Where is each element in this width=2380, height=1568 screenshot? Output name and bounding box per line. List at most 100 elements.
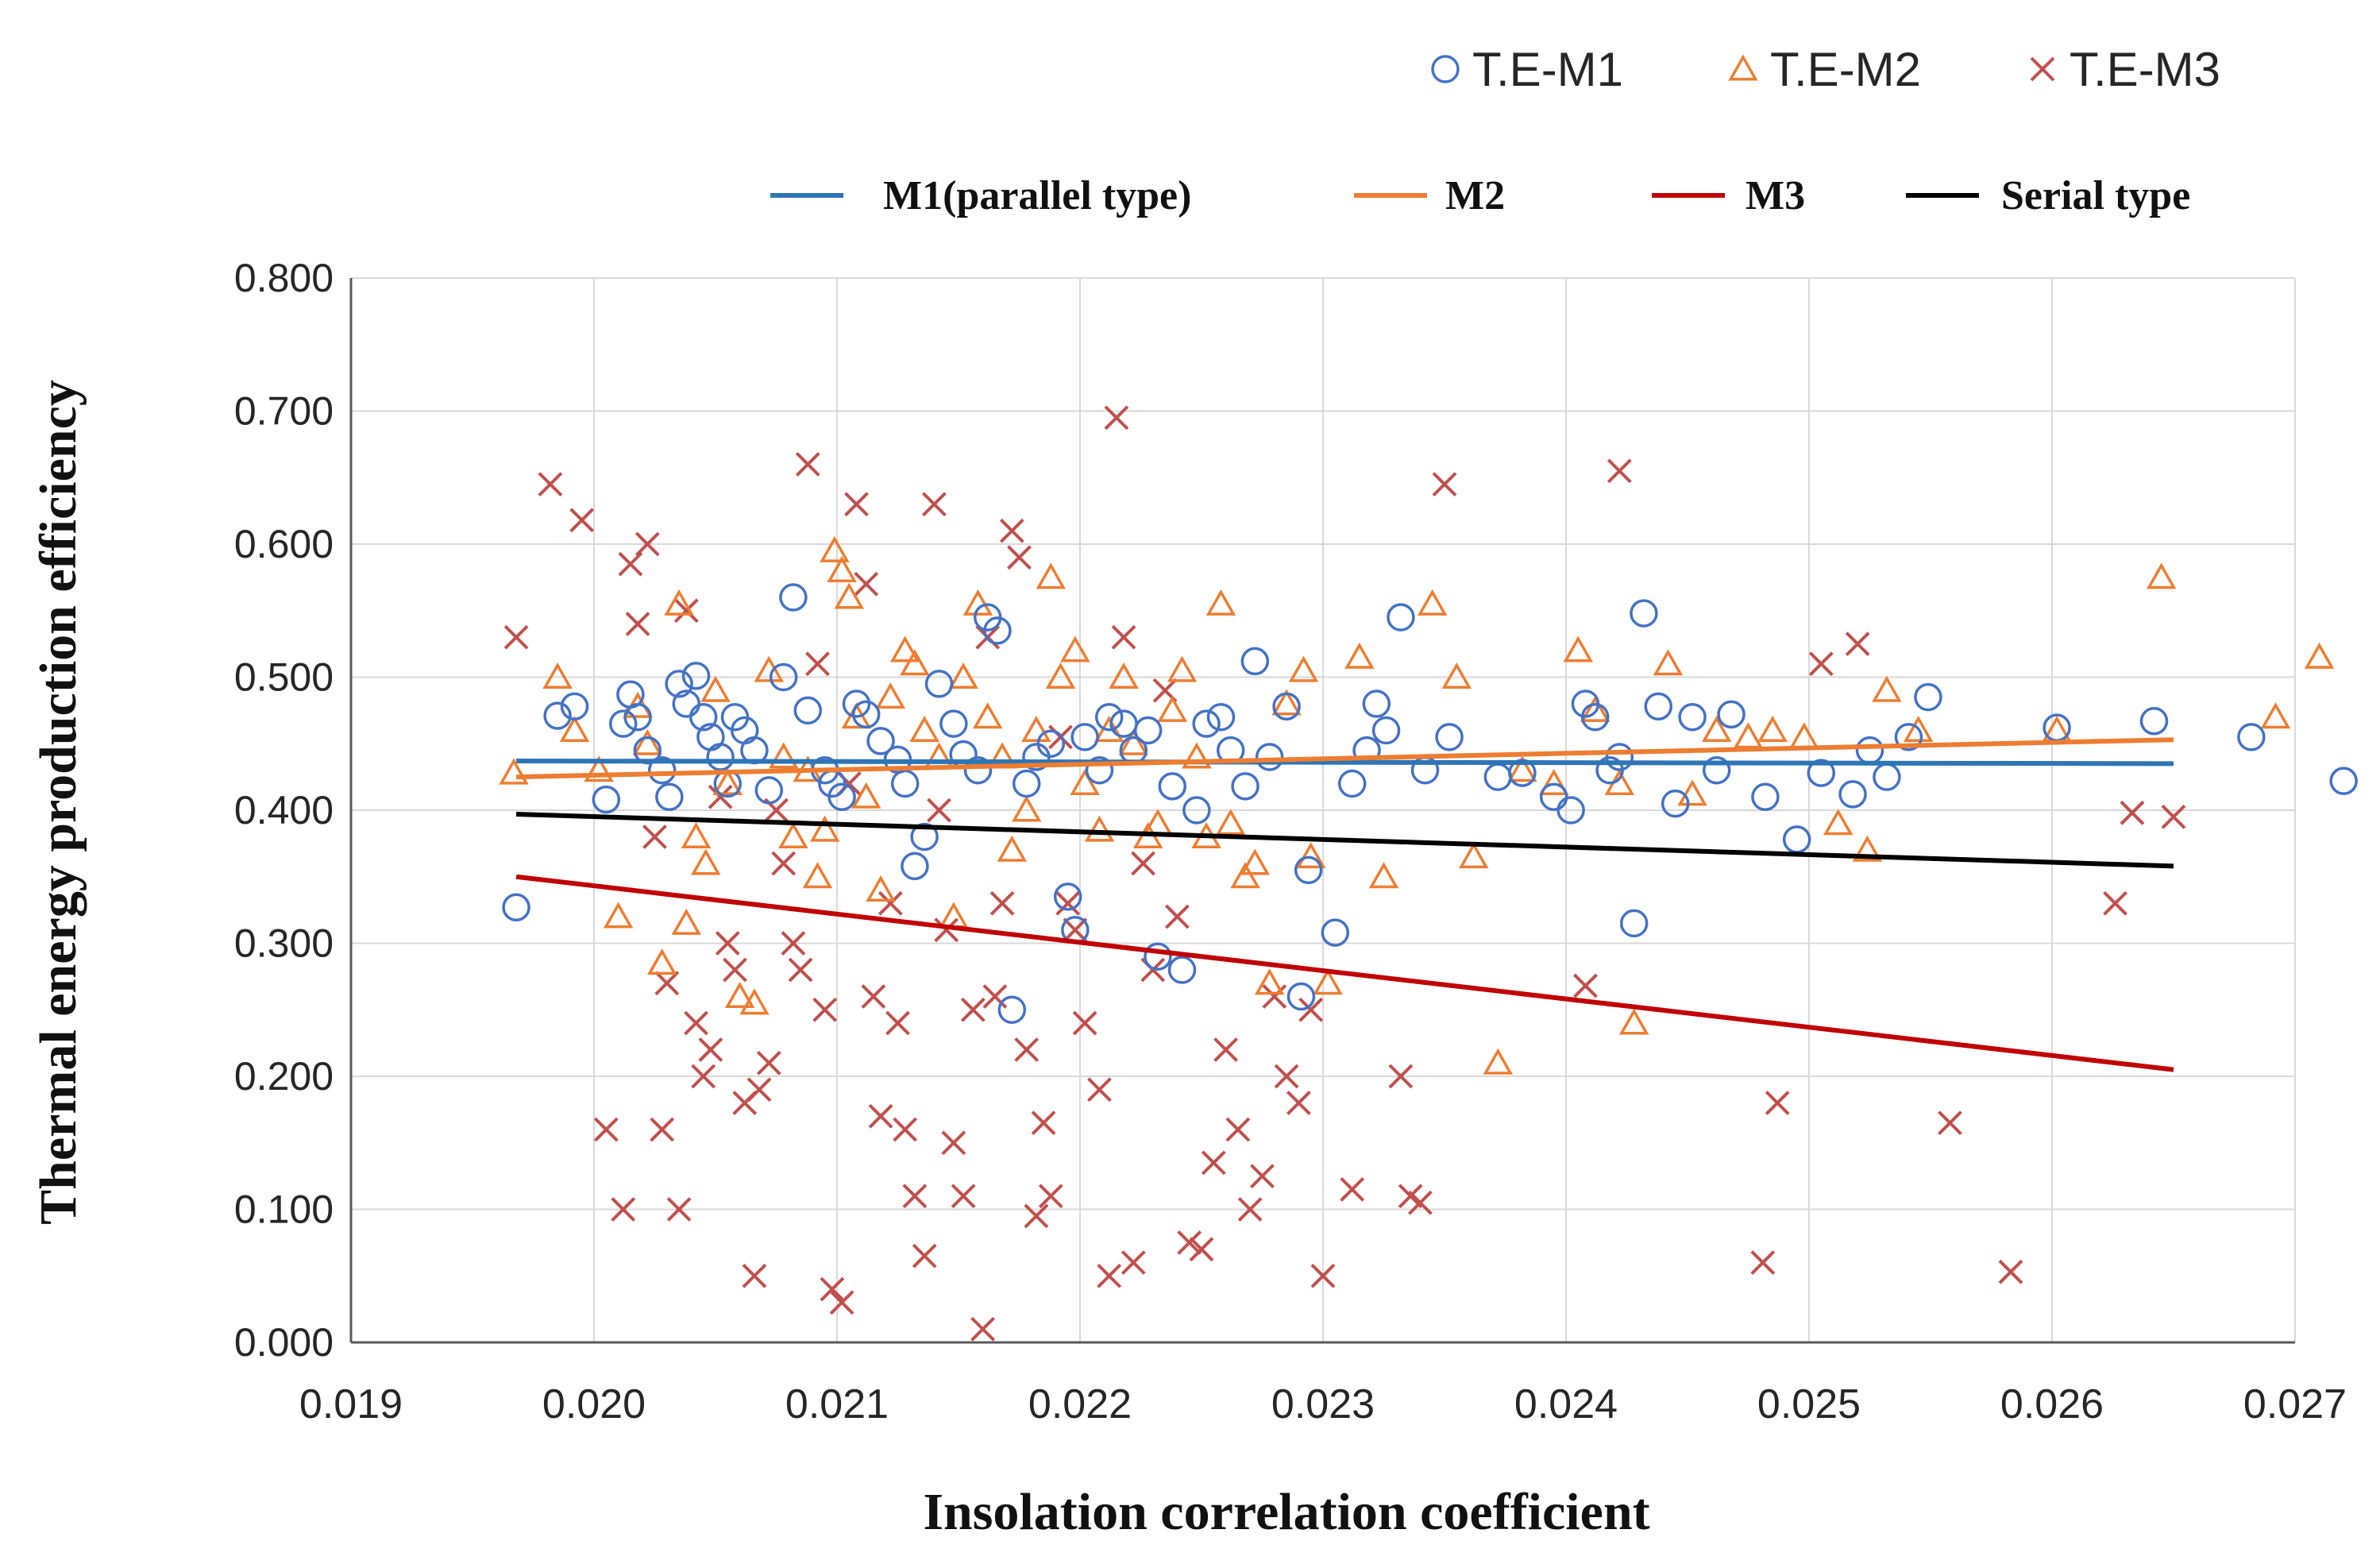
data-point <box>1630 599 1658 628</box>
data-point <box>1580 695 1610 722</box>
data-point <box>1458 842 1489 869</box>
data-point <box>827 782 856 811</box>
data-point <box>768 742 799 769</box>
data-point <box>1036 562 1067 589</box>
data-point <box>1619 909 1649 938</box>
data-point <box>1653 649 1684 676</box>
data-point <box>611 1197 636 1222</box>
data-point <box>2260 702 2291 729</box>
x-tick-label: 0.022 <box>1028 1381 1132 1427</box>
data-point <box>2120 800 2145 825</box>
data-point <box>700 675 731 702</box>
x-tick-label: 0.025 <box>1757 1381 1861 1427</box>
data-point <box>875 682 906 709</box>
data-point <box>805 651 830 677</box>
trendline <box>515 812 2174 869</box>
data-point <box>1310 1263 1336 1288</box>
legend: T.E-M1 T.E-M2 T.E-M3 M1(parallel type) M2 M3 S… <box>770 43 2220 218</box>
data-point <box>997 835 1028 862</box>
data-point <box>754 776 784 805</box>
data-point <box>793 696 823 725</box>
data-point <box>1164 904 1190 929</box>
data-point <box>1131 851 1155 876</box>
y-tick-label: 0.800 <box>234 256 334 300</box>
data-point <box>866 875 896 902</box>
data-point <box>756 1050 781 1076</box>
data-point <box>1607 458 1632 484</box>
data-point <box>812 997 838 1022</box>
grid <box>351 277 2296 1342</box>
x-tick-label: 0.020 <box>542 1381 646 1427</box>
data-point <box>802 862 833 889</box>
data-point <box>844 492 869 517</box>
data-point <box>715 931 740 956</box>
data-point <box>1255 743 1284 771</box>
data-point <box>1483 1048 1514 1075</box>
data-point <box>1605 743 1634 771</box>
data-point <box>1225 1117 1251 1142</box>
data-point <box>1387 603 1415 631</box>
data-point <box>1271 689 1302 716</box>
data-point <box>779 583 808 612</box>
data-point <box>1084 815 1115 842</box>
data-point <box>1167 655 1198 682</box>
data-point <box>1556 796 1585 825</box>
data-point <box>1337 769 1367 798</box>
data-point <box>502 893 530 922</box>
data-point <box>982 984 1008 1009</box>
data-point <box>941 1130 966 1156</box>
data-point <box>809 815 840 842</box>
legend-marker-label: T.E-M2 <box>1770 43 1921 96</box>
data-point <box>654 971 680 996</box>
data-point <box>1038 1184 1063 1209</box>
data-point <box>1240 848 1271 875</box>
data-point <box>1036 729 1066 758</box>
data-point <box>739 988 770 1015</box>
data-point <box>503 624 529 650</box>
data-point <box>1938 1110 1962 1136</box>
data-point <box>1750 1250 1776 1275</box>
data-point <box>851 782 881 809</box>
data-point <box>1215 809 1246 836</box>
legend-marker-icon <box>1431 55 1460 83</box>
data-point <box>1371 716 1401 745</box>
data-point <box>878 890 903 916</box>
data-point <box>569 508 595 533</box>
data-point <box>997 995 1027 1024</box>
legend-marker-label: T.E-M3 <box>2069 43 2220 96</box>
data-point <box>1254 968 1285 995</box>
data-point <box>681 821 712 848</box>
data-point <box>1087 1077 1112 1103</box>
data-point <box>592 785 621 814</box>
series-T.E-M2 <box>499 535 2335 1075</box>
data-point <box>820 535 850 562</box>
data-point <box>960 997 986 1022</box>
data-point <box>1097 1263 1122 1288</box>
data-point <box>1070 768 1100 795</box>
data-point <box>1167 956 1197 984</box>
data-point <box>1573 973 1598 998</box>
data-point <box>1852 835 1883 862</box>
data-point <box>989 890 1015 916</box>
data-point <box>1024 1203 1049 1229</box>
data-point <box>1014 1037 1040 1062</box>
data-point <box>1094 703 1124 732</box>
data-point <box>1288 655 1319 682</box>
data-point <box>712 768 743 795</box>
data-point <box>2146 562 2177 589</box>
data-point <box>769 662 798 692</box>
data-point <box>1262 984 1287 1009</box>
data-point <box>1272 692 1301 721</box>
data-point <box>655 782 684 811</box>
x-axis-title: Insolation correlation coefficient <box>923 1483 1649 1541</box>
data-point <box>1250 1164 1275 1189</box>
data-point <box>963 756 993 785</box>
data-point <box>2139 707 2169 736</box>
data-point <box>691 848 721 875</box>
data-point <box>2329 767 2358 795</box>
trendline <box>516 737 2174 780</box>
y-tick-label: 0.200 <box>234 1054 334 1099</box>
data-point <box>972 702 1003 729</box>
data-point <box>647 756 677 785</box>
